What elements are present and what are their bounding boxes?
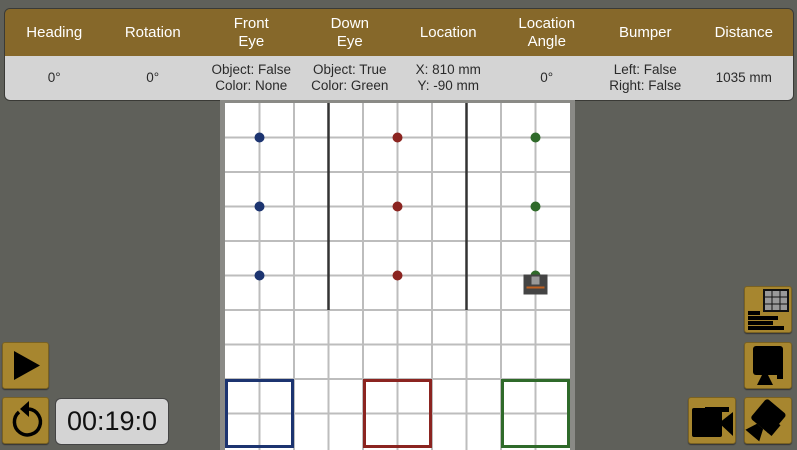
- angled-camera-button[interactable]: [744, 397, 792, 444]
- top-camera-button[interactable]: [744, 342, 792, 389]
- sensor-panel: Heading Rotation Front Eye Down Eye Loca…: [4, 8, 794, 101]
- sensor-table-icon: [748, 289, 789, 330]
- header-front-eye: Front Eye: [233, 14, 269, 50]
- value-location-angle: 0°: [540, 70, 554, 85]
- disk: [254, 270, 265, 281]
- goal-zone: [363, 379, 432, 448]
- reset-icon: [12, 401, 43, 437]
- value-bumper: Left: False Right: False: [609, 62, 682, 93]
- header-location: Location: [419, 23, 477, 41]
- angled-camera-icon: [745, 399, 786, 442]
- follow-camera-button[interactable]: [688, 397, 736, 444]
- top-camera-icon: [753, 346, 783, 385]
- value-down-eye: Object: True Color: Green: [311, 62, 389, 93]
- header-location-angle: Location Angle: [518, 14, 576, 50]
- value-heading: 0°: [47, 70, 61, 85]
- sensor-header-row: Heading Rotation Front Eye Down Eye Loca…: [5, 9, 793, 56]
- follow-camera-icon: [692, 407, 733, 437]
- header-rotation: Rotation: [124, 23, 181, 41]
- disk: [392, 201, 403, 212]
- robot-stripe: [526, 286, 545, 289]
- value-location: X: 810 mm Y: -90 mm: [415, 62, 481, 93]
- disk: [392, 270, 403, 281]
- disk: [254, 132, 265, 143]
- value-front-eye: Object: False Color: None: [211, 62, 292, 93]
- reset-button[interactable]: [2, 397, 49, 444]
- header-bumper: Bumper: [618, 23, 672, 41]
- play-button[interactable]: [2, 342, 49, 389]
- header-distance: Distance: [714, 23, 773, 41]
- disk: [254, 201, 265, 212]
- disk: [530, 201, 541, 212]
- value-distance: 1035 mm: [715, 70, 772, 85]
- goal-zone: [501, 379, 570, 448]
- robot-sensor: [531, 276, 540, 285]
- sensor-values-row: 0° 0° Object: False Color: None Object: …: [5, 56, 793, 100]
- disk: [530, 132, 541, 143]
- header-heading: Heading: [26, 23, 83, 41]
- play-icon: [14, 351, 40, 380]
- sensor-table-button[interactable]: [744, 286, 792, 333]
- header-down-eye: Down Eye: [330, 14, 369, 50]
- value-rotation: 0°: [146, 70, 160, 85]
- disk: [392, 132, 403, 143]
- playground-field: [220, 100, 575, 450]
- goal-zone: [225, 379, 294, 448]
- timer-display: 00:19:0: [55, 398, 169, 445]
